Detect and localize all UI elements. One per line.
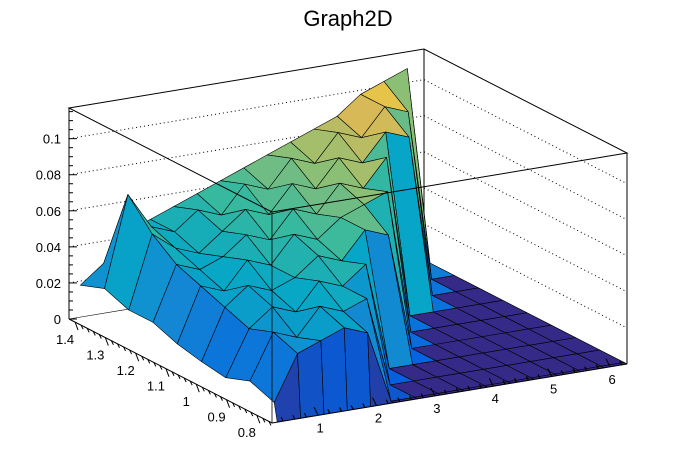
y-minor-tick xyxy=(232,402,236,408)
z-tick-label: 0.02 xyxy=(36,276,61,291)
y-tick-label: 1.3 xyxy=(86,348,104,363)
x-minor-tick xyxy=(397,397,401,402)
x-minor-tick xyxy=(619,360,623,366)
x-minor-tick xyxy=(560,370,564,375)
y-minor-tick xyxy=(171,371,175,376)
x-minor-tick xyxy=(362,403,366,408)
x-minor-tick xyxy=(584,366,588,371)
z-tick-label: 0 xyxy=(54,312,61,327)
x-tick-label: 6 xyxy=(608,372,615,387)
surface xyxy=(80,68,628,423)
x-minor-tick xyxy=(479,383,483,389)
y-minor-tick xyxy=(268,421,272,426)
y-minor-tick xyxy=(153,362,157,367)
x-minor-tick xyxy=(292,414,296,420)
x-minor-tick xyxy=(525,376,529,381)
y-minor-tick xyxy=(141,356,145,361)
x-tick xyxy=(372,397,377,406)
y-minor-tick xyxy=(262,418,266,423)
x-minor-tick xyxy=(339,407,342,412)
x-tick xyxy=(605,358,611,368)
y-minor-tick xyxy=(80,324,84,330)
y-minor-tick xyxy=(177,374,181,380)
x-tick-label: 1 xyxy=(317,420,324,435)
y-minor-tick xyxy=(147,359,151,364)
z-tick-label: 0.08 xyxy=(36,168,61,183)
y-minor-tick xyxy=(220,396,223,401)
y-tick xyxy=(195,384,200,393)
y-minor-tick xyxy=(92,331,96,336)
y-tick-label: 1.1 xyxy=(147,379,165,394)
axes: 0 0.02 0.04 0.06 0.08 0.1 0.8 0.9 1 1.1 1.2 1.3 1.4 1… xyxy=(36,108,628,440)
x-tick xyxy=(547,368,553,377)
y-tick xyxy=(104,337,109,346)
y-minor-tick xyxy=(201,387,205,392)
x-minor-tick xyxy=(595,364,599,369)
x-tick-label: 4 xyxy=(492,391,499,406)
x-tick-label: 3 xyxy=(433,401,440,416)
x-minor-tick xyxy=(444,389,448,395)
y-tick xyxy=(135,352,140,362)
x-minor-tick xyxy=(304,413,307,418)
x-minor-tick xyxy=(327,409,331,414)
x-tick xyxy=(488,377,494,387)
x-minor-tick xyxy=(572,368,576,373)
y-minor-tick xyxy=(189,380,193,386)
y-tick xyxy=(74,321,79,331)
y-tick xyxy=(165,368,170,377)
x-minor-tick xyxy=(385,399,389,404)
y-minor-tick xyxy=(183,377,187,383)
y-minor-tick xyxy=(238,405,242,411)
y-minor-tick xyxy=(117,343,120,349)
x-tick-label: 5 xyxy=(550,382,557,397)
y-axis-line xyxy=(68,318,273,424)
y-minor-tick xyxy=(129,349,133,355)
y-minor-tick xyxy=(123,346,126,352)
x-minor-tick xyxy=(420,393,424,399)
y-minor-tick xyxy=(207,390,211,395)
box-top xyxy=(67,48,629,213)
x-tick xyxy=(313,407,319,416)
chart-title: Graph2D xyxy=(303,6,392,31)
y-tick-label: 1 xyxy=(183,394,190,409)
surface-skirt-cell xyxy=(320,327,348,415)
y-tick xyxy=(226,399,231,408)
y-minor-tick xyxy=(250,411,254,417)
surface-skirt-cell xyxy=(297,340,325,419)
y-minor-tick xyxy=(110,340,114,345)
x-minor-tick xyxy=(280,416,284,422)
y-minor-tick xyxy=(244,408,248,414)
y-minor-tick xyxy=(86,328,90,333)
z-tick-label: 0.06 xyxy=(36,204,61,219)
y-minor-tick xyxy=(98,334,102,339)
x-tick xyxy=(430,387,436,397)
x-tick-label: 2 xyxy=(375,411,382,426)
y-tick-label: 1.4 xyxy=(56,332,74,347)
y-minor-tick xyxy=(159,365,163,370)
surface-skirt-cell xyxy=(343,327,371,411)
y-tick-label: 0.9 xyxy=(208,410,226,425)
x-axis-line xyxy=(271,363,628,424)
y-tick-label: 1.2 xyxy=(117,363,135,378)
x-minor-tick xyxy=(409,395,412,401)
y-tick-label: 0.8 xyxy=(238,425,256,440)
y-tick xyxy=(256,415,261,424)
z-tick-label: 0.04 xyxy=(36,240,61,255)
x-minor-tick xyxy=(502,380,506,385)
z-tick-label: 0.1 xyxy=(43,132,61,147)
x-minor-tick xyxy=(350,405,354,410)
x-minor-tick xyxy=(514,378,518,383)
x-minor-tick xyxy=(467,385,471,391)
y-minor-tick xyxy=(213,393,217,398)
x-minor-tick xyxy=(455,387,459,393)
x-minor-tick xyxy=(537,374,541,379)
